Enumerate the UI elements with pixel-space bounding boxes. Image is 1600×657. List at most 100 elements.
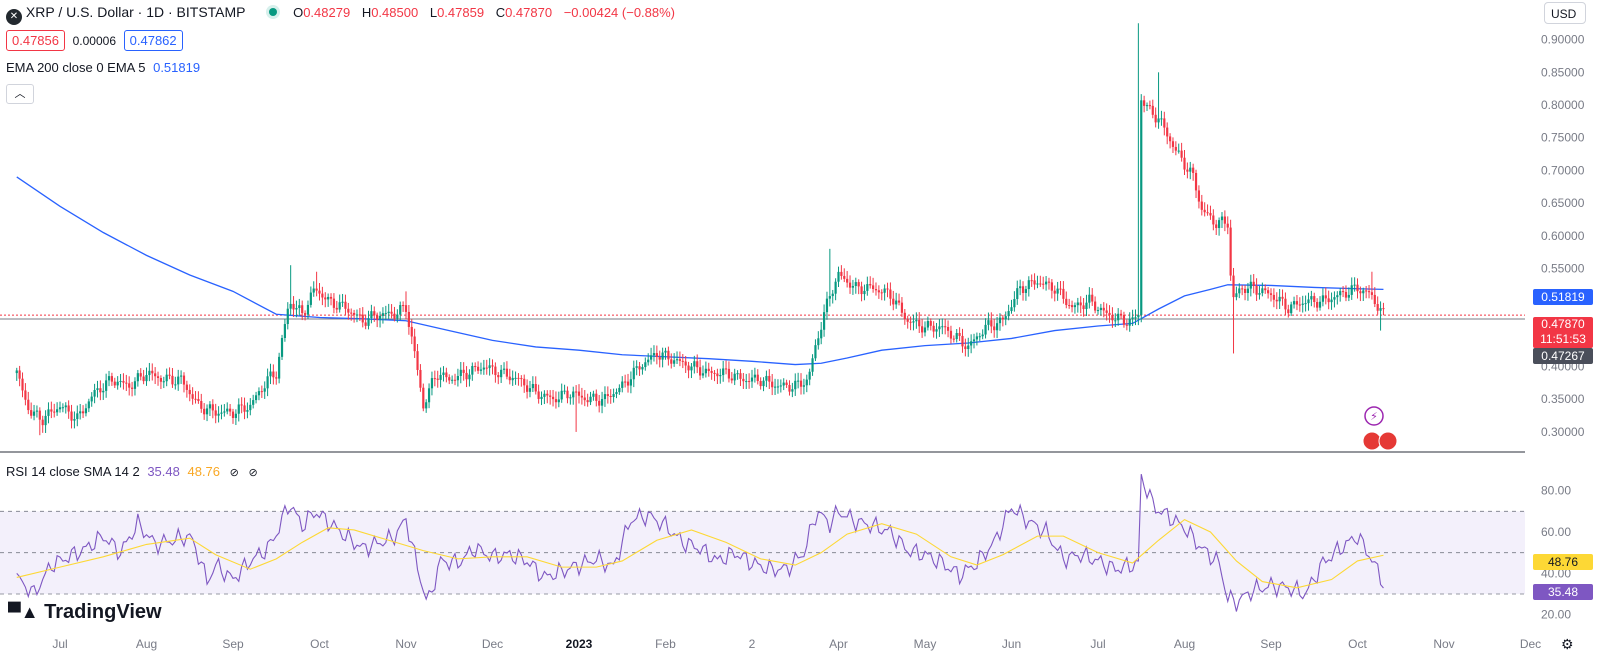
candle-body [125,382,128,384]
candle-body [658,357,661,360]
candle-body [863,290,866,295]
candle-body [1341,291,1345,293]
candle-body [1307,299,1310,304]
ask-box[interactable]: 0.47862 [123,30,183,51]
candle-body [76,413,79,420]
candle-body [727,368,731,379]
candle-body [286,308,289,325]
spread-value: 0.00006 [72,34,117,48]
candle-body [1339,291,1342,296]
ema-price-label: 0.51819 [1533,289,1593,305]
candle-body [1258,293,1261,295]
candle-body [710,370,713,373]
candle-body [892,298,895,305]
candle-body [436,378,439,380]
price-tick-label: 0.60000 [1541,229,1585,243]
candle-body [116,381,119,386]
candle-body [828,296,831,299]
bid-box[interactable]: 0.47856 [6,30,65,51]
time-tick-label: Jul [1090,637,1105,651]
candle-body [946,327,950,331]
candle-body [87,401,90,409]
rsi-tick-label: 20.00 [1541,608,1571,622]
candle-body [61,407,64,409]
hidden-eye-icon[interactable]: ⊘ [229,467,239,479]
candle-body [494,366,497,376]
candle-body [906,319,909,322]
candle-body [81,411,85,414]
candle-body [289,303,292,309]
tradingview-mark-icon: ▀▲ [8,602,39,622]
candle-body [848,282,852,288]
candle-body [1033,280,1036,285]
candle-body [704,368,707,374]
price-tick-label: 0.75000 [1541,131,1585,145]
rsi-layer [16,474,1384,612]
candle-body [517,377,520,379]
candle-body [1111,314,1114,321]
symbol-title[interactable]: XRP / U.S. Dollar · 1D · BITSTAMP [25,4,246,20]
rsi-legend[interactable]: RSI 14 close SMA 14 2 35.48 48.76 ⊘ ⊘ [6,464,258,479]
lightning-event-icon[interactable] [1364,406,1384,426]
candle-body [1053,290,1056,294]
hidden-eye-icon[interactable]: ⊘ [248,467,258,479]
settings-gear-icon[interactable]: ⚙ [1561,636,1574,652]
candle-body [635,366,638,368]
candle-body [21,378,24,391]
candle-body [1298,304,1301,306]
candle-body [958,333,961,336]
candle-body [1154,114,1157,123]
candle-body [451,379,454,381]
candle-body [560,390,563,400]
event-icons[interactable]: ⚡ [1362,406,1398,451]
rsi-ma-line [16,518,1384,589]
ema-legend[interactable]: EMA 200 close 0 EMA 5 0.51819 [6,60,200,75]
candle-body [96,388,99,391]
candle-body [1284,298,1287,310]
candle-body [549,395,552,397]
candle-body [1365,290,1368,292]
currency-selector[interactable]: USD [1544,2,1586,24]
candle-body [846,278,849,283]
candle-body [802,385,805,387]
candle-body [932,325,935,332]
candle-body [364,322,367,326]
candle-body [699,367,702,376]
candle-body [1036,283,1039,285]
candle-body [312,288,315,293]
candle-body [1019,286,1022,289]
tradingview-logo[interactable]: ▀▲ TradingView [8,601,162,624]
candle-body [27,399,30,411]
candle-body [332,298,336,308]
candle-body [773,386,777,388]
candle-body [410,326,413,337]
candle-body [422,387,425,409]
candle-body [1362,290,1365,294]
candle-body [1160,118,1163,120]
candle-body [615,392,618,395]
us-flag-event-icon[interactable] [1378,431,1398,451]
candle-body [84,408,88,414]
candle-body [1264,288,1267,291]
candle-body [923,327,927,333]
collapse-legend-button[interactable]: ︿ [6,84,34,104]
candle-body [185,384,188,390]
candle-layer [15,23,1385,436]
candle-body [266,376,269,389]
symbol-header[interactable]: ✕ XRP / U.S. Dollar · 1D · BITSTAMP O0.4… [6,4,675,25]
us-flag-event-icon[interactable] [1362,431,1382,451]
candle-body [941,326,944,328]
candle-body [79,411,82,414]
candle-body [298,305,301,309]
candle-body [641,367,644,370]
ema-200-line [16,176,1384,366]
candle-body [1039,283,1042,285]
candle-body [399,305,402,315]
candle-body [1287,309,1290,314]
time-tick-label: Aug [136,637,157,651]
candle-body [551,396,555,400]
candle-body [327,296,330,300]
candle-body [1010,307,1013,312]
rsi-ma-axis-label: 48.76 [1533,554,1593,570]
